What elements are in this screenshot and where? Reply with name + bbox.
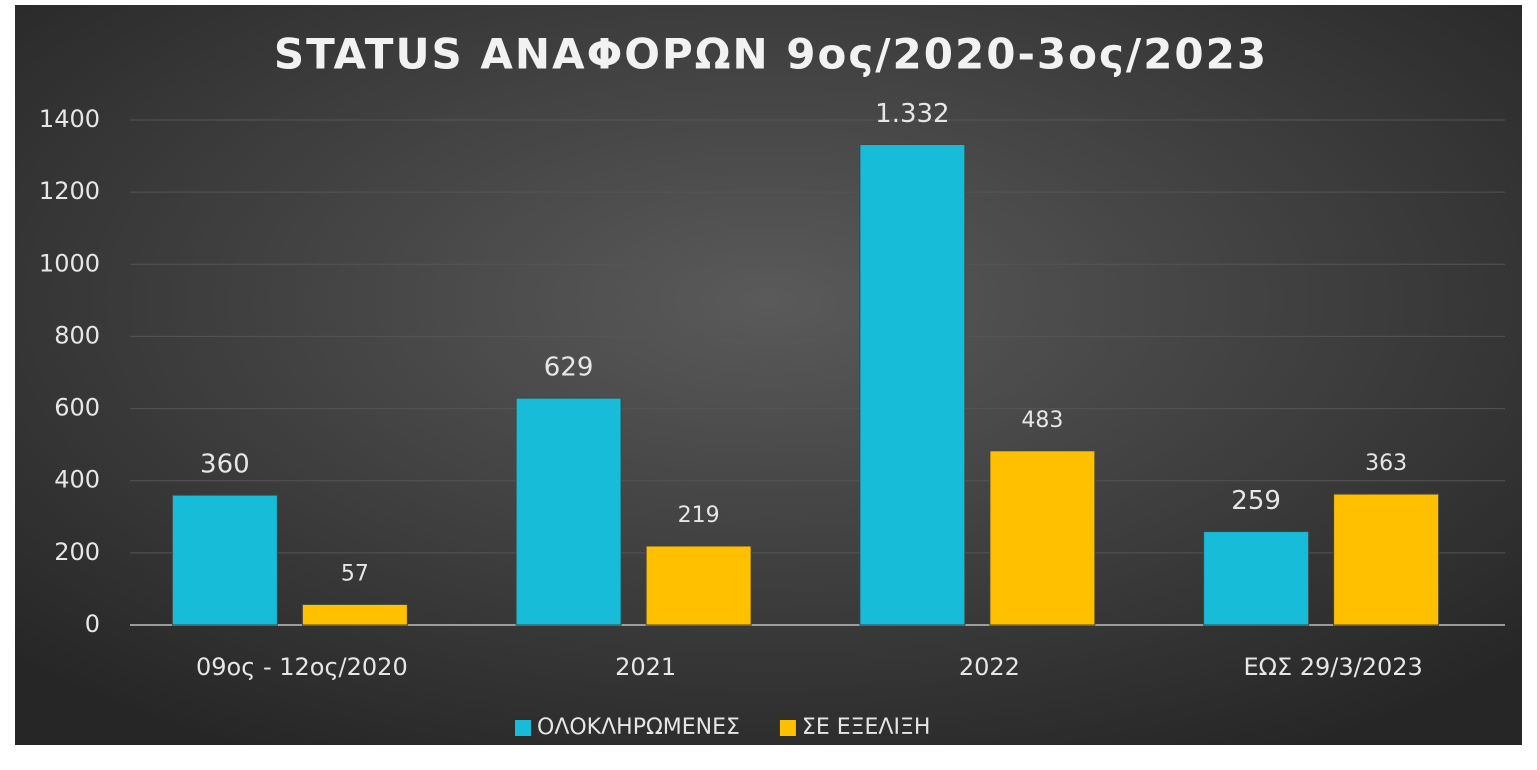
legend-swatch [515,720,531,736]
y-tick-label: 1200 [39,177,100,205]
legend-label: ΣΕ ΕΞΕΛΙΞΗ [802,715,930,740]
data-label: 629 [544,353,594,383]
data-label: 360 [200,450,250,480]
y-tick-label: 800 [54,321,100,349]
y-tick-label: 1000 [39,249,100,277]
y-tick-label: 1400 [39,105,100,133]
bar [515,397,622,626]
x-tick-label: 2021 [615,653,676,681]
data-label: 259 [1231,486,1281,516]
legend-label: ΟΛΟΚΛΗΡΩΜΕΝΕΣ [537,715,740,740]
x-tick-label: 09ος - 12ος/2020 [196,653,408,681]
bar [1203,531,1310,626]
data-label: 483 [1021,408,1063,433]
y-tick-label: 600 [54,394,100,422]
data-label: 363 [1365,451,1407,476]
x-tick-label: ΕΩΣ 29/3/2023 [1243,653,1422,681]
data-label: 57 [341,561,369,586]
bar [301,603,408,626]
y-tick-label: 400 [54,466,100,494]
bar [1333,493,1440,626]
y-tick-label: 200 [54,538,100,566]
bar [171,494,278,626]
chart-background [15,5,1522,745]
x-tick-label: 2022 [959,653,1020,681]
bar [989,450,1096,626]
legend-swatch [779,720,796,736]
chart-title: STATUS ΑΝΑΦΟΡΩΝ 9ος/2020-3ος/2023 [274,30,1268,79]
data-label: 1.332 [875,99,949,129]
y-tick-label: 0 [85,610,100,638]
bar [859,144,966,626]
data-label: 219 [678,503,720,528]
bar [645,545,752,626]
